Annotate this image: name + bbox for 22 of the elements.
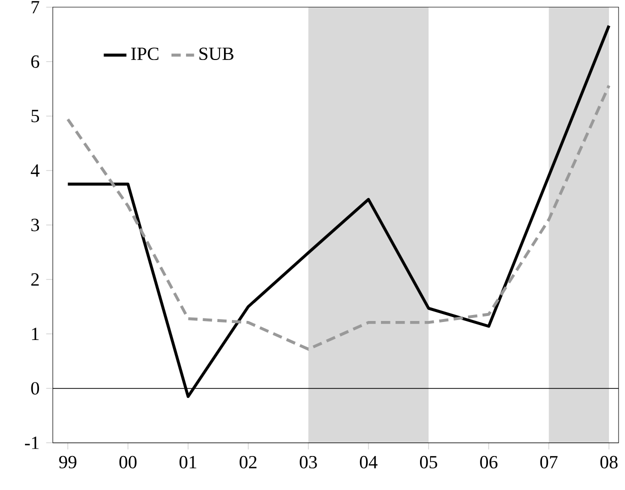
y-tick-label: 4 xyxy=(30,164,40,177)
x-tick-label: 06 xyxy=(480,456,498,468)
x-tick-label: 03 xyxy=(300,456,317,468)
x-tick-label: 07 xyxy=(540,456,558,468)
y-tick-label: 2 xyxy=(31,273,39,286)
x-tick-label: 00 xyxy=(119,456,137,468)
legend-label: SUB xyxy=(199,48,234,60)
y-tick-label: 3 xyxy=(31,218,40,232)
y-tick-label: 0 xyxy=(31,382,40,395)
x-tick-label: 01 xyxy=(180,456,196,468)
x-tick-label: 99 xyxy=(59,456,76,468)
legend-label: IPC xyxy=(131,48,158,60)
y-tick-label: 7 xyxy=(32,1,40,14)
x-tick-label: 05 xyxy=(420,456,438,468)
y-tick-label: 1 xyxy=(32,328,39,340)
y-tick-label: 5 xyxy=(32,110,40,122)
y-tick-label: 6 xyxy=(31,55,40,68)
x-tick-label: 02 xyxy=(240,456,256,468)
line-series xyxy=(66,84,610,351)
x-tick-label: 08 xyxy=(600,456,618,468)
y-tick-label: -1 xyxy=(24,436,39,449)
x-tick-label: 04 xyxy=(360,456,378,468)
